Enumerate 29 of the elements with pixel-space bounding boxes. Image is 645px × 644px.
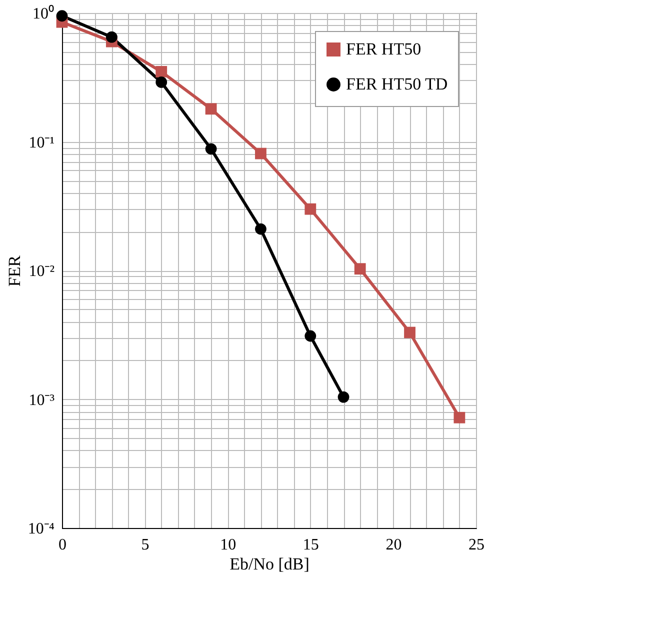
point (205, 143, 217, 155)
y-tick-label: 10⁻⁴ (28, 520, 55, 538)
x-tick-label: 15 (302, 536, 319, 554)
point (156, 66, 168, 78)
legend-label: FER HT50 TD (346, 74, 448, 94)
point (255, 223, 266, 235)
x-tick-label: 10 (220, 536, 236, 554)
x-tick-label: 20 (386, 536, 402, 554)
legend-label: FER HT50 (346, 40, 422, 58)
point (255, 148, 266, 160)
point (56, 10, 68, 22)
x-tick-label: 0 (58, 536, 66, 554)
point (106, 31, 118, 43)
point (354, 263, 366, 275)
y-axis-title: FER (4, 254, 24, 287)
point (304, 203, 316, 215)
y-tick-label: 10⁻³ (28, 392, 55, 409)
y-tick-label: 10⁻² (28, 263, 55, 280)
point (205, 103, 217, 115)
point (338, 391, 350, 403)
point (454, 412, 466, 424)
x-tick-label: 5 (141, 536, 150, 554)
x-axis-title: Eb/No [dB] (230, 554, 310, 574)
x-tick-label: 25 (468, 536, 484, 554)
y-tick-label: 10⁰ (32, 4, 54, 22)
point (304, 330, 316, 342)
y-tick-label: 10⁻¹ (28, 134, 55, 152)
point (404, 326, 416, 338)
point (156, 76, 168, 88)
